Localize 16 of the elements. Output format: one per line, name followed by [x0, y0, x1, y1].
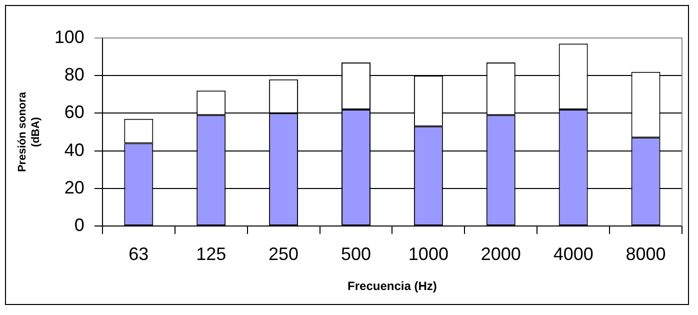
y-tick-label: 80: [64, 64, 84, 85]
x-tick-label: 1000: [408, 244, 448, 264]
y-axis-title: Presión sonora (dBA): [16, 91, 42, 172]
x-tick-label: 2000: [480, 244, 521, 264]
y-tick-label: 100: [54, 26, 84, 47]
y-tick-label: 0: [74, 214, 84, 235]
x-tick-label: 63: [128, 244, 149, 264]
x-tick-label: 500: [340, 244, 372, 264]
x-tick-label: 125: [196, 244, 226, 264]
x-tick-label: 4000: [553, 244, 594, 264]
x-tick-label: 8000: [626, 244, 666, 264]
x-axis-title: Frecuencia (Hz): [348, 279, 437, 294]
y-tick-label: 20: [64, 177, 84, 198]
y-tick-label: 40: [64, 140, 84, 160]
y-tick-label: 60: [64, 102, 84, 122]
x-tick-label: 250: [268, 244, 299, 264]
